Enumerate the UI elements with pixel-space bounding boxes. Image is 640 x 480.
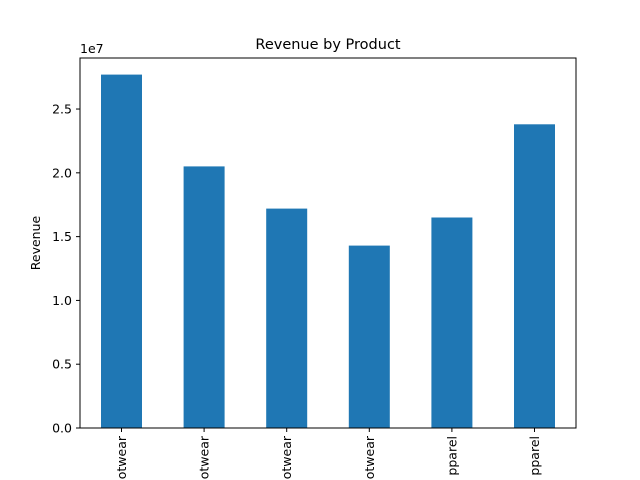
x-tick-label: otwear (362, 435, 377, 479)
y-tick-label: 0.0 (52, 421, 72, 436)
y-ticks-group: 0.0 0.5 1.0 1.5 2.0 2.5 (52, 102, 80, 436)
bar (266, 208, 308, 428)
bar (514, 124, 555, 429)
plot-frame (79, 57, 577, 429)
chart-title: Revenue by Product (255, 37, 401, 53)
y-tick-label: 1.0 (52, 293, 72, 308)
x-tick-label: pparel (444, 436, 459, 476)
x-tick-label: otwear (279, 435, 294, 479)
y-tick-label: 2.0 (52, 165, 72, 180)
y-tick-label: 2.5 (52, 102, 72, 117)
bars-group (101, 74, 555, 429)
x-tick-label: pparel (527, 436, 542, 476)
y-axis-label: Revenue (28, 215, 43, 270)
bar (431, 217, 473, 428)
y-tick-label: 0.5 (52, 357, 72, 372)
y-axis-offset-label: 1e7 (80, 41, 104, 56)
x-ticks-group: otwear otwear otwear otwear pparel pparel (114, 428, 542, 479)
x-tick-label: otwear (197, 435, 212, 479)
bar (101, 74, 142, 428)
bar (348, 245, 390, 428)
x-tick-label: otwear (114, 435, 129, 479)
y-tick-label: 1.5 (52, 229, 72, 244)
bar (183, 166, 225, 428)
